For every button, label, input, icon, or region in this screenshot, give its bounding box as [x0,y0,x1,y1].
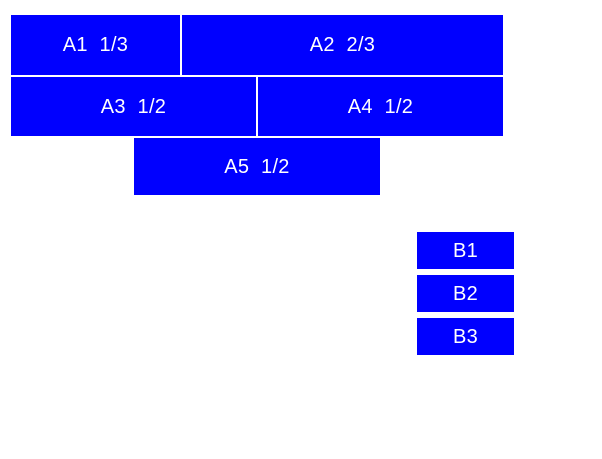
block-a4[interactable]: A4 1/2 [258,77,503,136]
grid-row-1: A1 1/3 A2 2/3 [11,15,503,75]
grid-row-2: A3 1/2 A4 1/2 [11,77,503,136]
group-b-stack: B1 B2 B3 [417,232,514,355]
block-b2[interactable]: B2 [417,275,514,312]
block-b1[interactable]: B1 [417,232,514,269]
block-b3[interactable]: B3 [417,318,514,355]
group-a-grid: A1 1/3 A2 2/3 A3 1/2 A4 1/2 A5 1/2 [11,15,503,195]
block-a5[interactable]: A5 1/2 [134,138,380,195]
grid-row-3: A5 1/2 [11,138,503,195]
block-a2[interactable]: A2 2/3 [182,15,503,75]
block-a1[interactable]: A1 1/3 [11,15,180,75]
block-a3[interactable]: A3 1/2 [11,77,256,136]
